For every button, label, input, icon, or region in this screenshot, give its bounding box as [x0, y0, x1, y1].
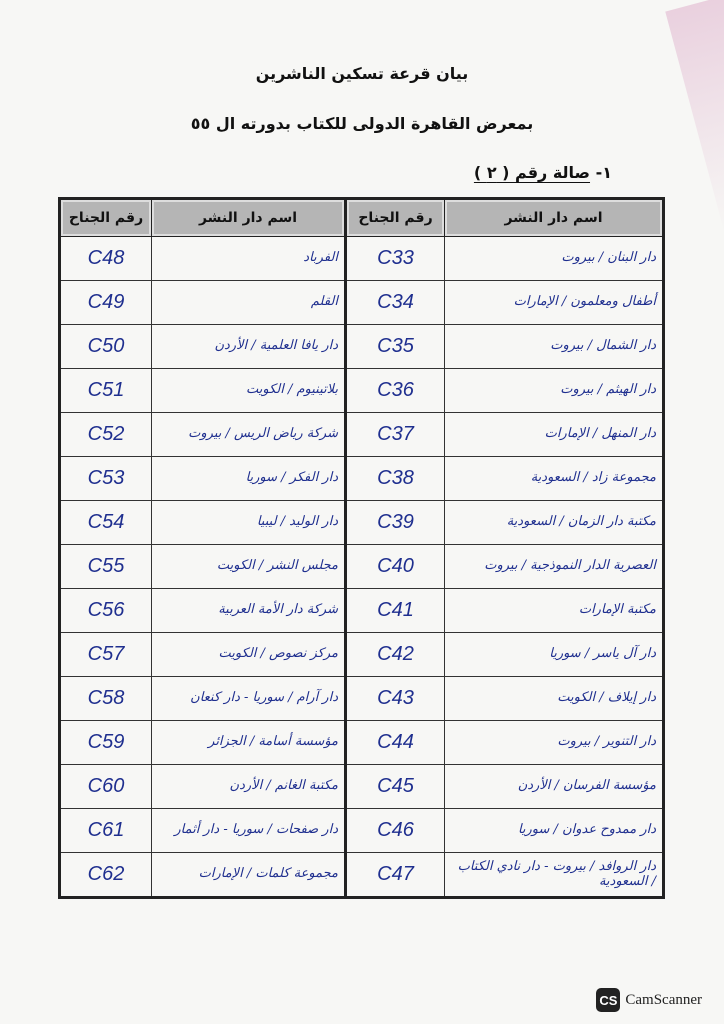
- camscanner-logo-icon: CS: [596, 988, 621, 1012]
- publisher-name: شركة رياض الريس / بيروت: [151, 412, 346, 457]
- publisher-name: مجموعة كلمات / الإمارات: [151, 852, 346, 898]
- publisher-name: دار البنان / بيروت: [444, 236, 664, 281]
- publisher-name: دار المنهل / الإمارات: [444, 412, 664, 457]
- table-row: دار المنهل / الإمارات C37 شركة رياض الريس …: [59, 412, 664, 457]
- watermark-text: CamScanner: [625, 991, 702, 1008]
- publisher-name: دار الفكر / سوريا: [151, 456, 346, 501]
- header-booth-2: رقم الجناح: [59, 198, 152, 237]
- publisher-name: دار الروافد / بيروت - دار نادي الكتاب / …: [444, 852, 664, 898]
- table-row: أطفال ومعلمون / الإمارات C34 القلم C49: [59, 280, 664, 325]
- booth-number: C39: [344, 500, 445, 545]
- booth-number: C49: [59, 280, 152, 325]
- publisher-name: مؤسسة أسامة / الجزائر: [151, 720, 346, 765]
- document-title: بيان قرعة تسكين الناشرين: [255, 64, 469, 83]
- table-header: اسم دار النشر رقم الجناح اسم دار النشر ر…: [59, 198, 664, 237]
- booth-number: C53: [59, 456, 152, 501]
- header-name-1: اسم دار النشر: [444, 198, 664, 237]
- table-row: دار ممدوح عدوان / سوريا C46 دار صفحات / سو…: [59, 808, 664, 853]
- camscanner-watermark: CS CamScanner: [596, 988, 702, 1012]
- booth-number: C47: [344, 852, 445, 898]
- booth-number: C59: [59, 720, 152, 765]
- publisher-name: مكتبة دار الزمان / السعودية: [444, 500, 664, 545]
- document-subtitle: بمعرض القاهرة الدولى للكتاب بدورته ال ٥٥: [190, 114, 534, 133]
- booth-number: C41: [344, 588, 445, 633]
- booth-number: C50: [59, 324, 152, 369]
- publisher-name: دار آرام / سوريا - دار كنعان: [151, 676, 346, 721]
- publisher-name: دار ممدوح عدوان / سوريا: [444, 808, 664, 853]
- table-row: العصرية الدار النموذجية / بيروت C40 مجلس ا…: [59, 544, 664, 589]
- table-row: دار إيلاف / الكويت C43 دار آرام / سوريا - …: [59, 676, 664, 721]
- booth-number: C60: [59, 764, 152, 809]
- publisher-name: دار آل ياسر / سوريا: [444, 632, 664, 677]
- booth-number: C40: [344, 544, 445, 589]
- publisher-name: دار الوليد / ليبيا: [151, 500, 346, 545]
- table-row: مكتبة دار الزمان / السعودية C39 دار الوليد…: [59, 500, 664, 545]
- booth-number: C52: [59, 412, 152, 457]
- publisher-name: دار الشمال / بيروت: [444, 324, 664, 369]
- hall-number: ١-: [590, 163, 612, 182]
- table-row: دار الشمال / بيروت C35 دار يافا العلمية / …: [59, 324, 664, 369]
- hall-label: ١- صالة رقم ( ٢ ): [474, 163, 612, 182]
- table-row: دار آل ياسر / سوريا C42 مركز نصوص / الكويت…: [59, 632, 664, 677]
- booth-number: C45: [344, 764, 445, 809]
- table-row: دار التنوير / بيروت C44 مؤسسة أسامة / الجز…: [59, 720, 664, 765]
- publisher-name: مجلس النشر / الكويت: [151, 544, 346, 589]
- booth-number: C43: [344, 676, 445, 721]
- publisher-name: أطفال ومعلمون / الإمارات: [444, 280, 664, 325]
- booth-number: C58: [59, 676, 152, 721]
- publisher-name: شركة دار الأمة العربية: [151, 588, 346, 633]
- table-row: مؤسسة الفرسان / الأردن C45 مكتبة الغانم / …: [59, 764, 664, 809]
- publisher-name: مركز نصوص / الكويت: [151, 632, 346, 677]
- publisher-name: دار الهيثم / بيروت: [444, 368, 664, 413]
- publisher-name: دار صفحات / سوريا - دار أثمار: [151, 808, 346, 853]
- booth-number: C62: [59, 852, 152, 898]
- booth-number: C44: [344, 720, 445, 765]
- table-row: مكتبة الإمارات C41 شركة دار الأمة العربية C…: [59, 588, 664, 633]
- booth-number: C61: [59, 808, 152, 853]
- booth-number: C36: [344, 368, 445, 413]
- booth-allocation-table: اسم دار النشر رقم الجناح اسم دار النشر ر…: [58, 197, 665, 899]
- publisher-name: مكتبة الإمارات: [444, 588, 664, 633]
- publisher-name: مجموعة زاد / السعودية: [444, 456, 664, 501]
- table-row: دار الهيثم / بيروت C36 بلاتينيوم / الكويت C…: [59, 368, 664, 413]
- booth-number: C42: [344, 632, 445, 677]
- booth-number: C55: [59, 544, 152, 589]
- booth-number: C46: [344, 808, 445, 853]
- booth-number: C37: [344, 412, 445, 457]
- publisher-name: الفرباد: [151, 236, 346, 281]
- booth-number: C48: [59, 236, 152, 281]
- booth-number: C51: [59, 368, 152, 413]
- publisher-name: مؤسسة الفرسان / الأردن: [444, 764, 664, 809]
- publisher-name: العصرية الدار النموذجية / بيروت: [444, 544, 664, 589]
- publisher-name: مكتبة الغانم / الأردن: [151, 764, 346, 809]
- header-name-2: اسم دار النشر: [151, 198, 346, 237]
- booth-number: C34: [344, 280, 445, 325]
- table-row: دار البنان / بيروت C33 الفرباد C48: [59, 236, 664, 281]
- booth-number: C35: [344, 324, 445, 369]
- publisher-name: بلاتينيوم / الكويت: [151, 368, 346, 413]
- booth-number: C54: [59, 500, 152, 545]
- booth-number: C38: [344, 456, 445, 501]
- publisher-name: القلم: [151, 280, 346, 325]
- publisher-name: دار إيلاف / الكويت: [444, 676, 664, 721]
- publisher-name: دار يافا العلمية / الأردن: [151, 324, 346, 369]
- booth-number: C57: [59, 632, 152, 677]
- hall-title: صالة رقم ( ٢ ): [473, 163, 591, 182]
- table-row: دار الروافد / بيروت - دار نادي الكتاب / …: [59, 852, 664, 898]
- booth-number: C33: [344, 236, 445, 281]
- header-booth-1: رقم الجناح: [344, 198, 445, 237]
- publisher-name: دار التنوير / بيروت: [444, 720, 664, 765]
- booth-number: C56: [59, 588, 152, 633]
- table-row: مجموعة زاد / السعودية C38 دار الفكر / سوري…: [59, 456, 664, 501]
